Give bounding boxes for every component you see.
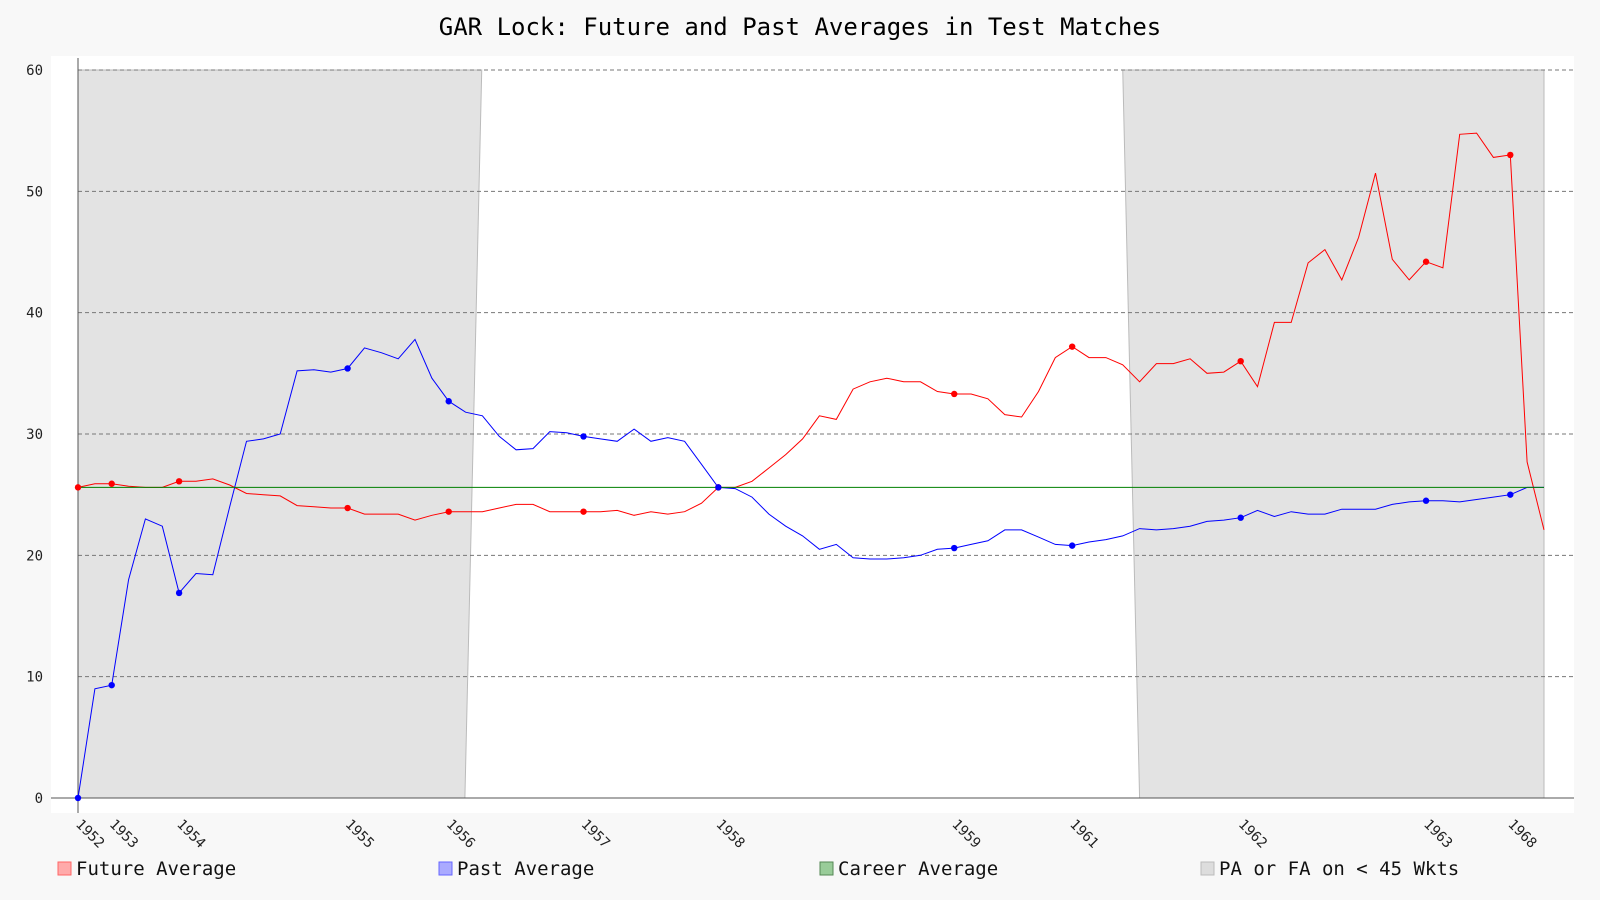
x-tick-label: 1956 xyxy=(443,817,478,852)
x-tick-label: 1959 xyxy=(948,817,983,852)
y-tick-label: 0 xyxy=(35,791,43,807)
x-tick-label: 1961 xyxy=(1066,817,1101,852)
x-tick-label: 1952 xyxy=(72,817,107,852)
legend: Future Average Past Average Career Average… xyxy=(57,858,1459,880)
y-tick-label: 40 xyxy=(26,306,43,322)
y-tick-label: 20 xyxy=(26,548,43,564)
past-average-marker xyxy=(344,365,351,372)
legend-swatch-pa-or-fa-on-45-wkts xyxy=(1200,861,1215,876)
past-average-marker xyxy=(175,589,183,597)
x-tick-label: 1962 xyxy=(1235,817,1270,852)
gridlines xyxy=(78,69,1574,678)
future-average-marker xyxy=(1068,343,1076,350)
chart-title: GAR Lock: Future and Past Averages in Te… xyxy=(439,13,1161,41)
future-average-marker xyxy=(1237,358,1244,365)
legend-swatch-future-average xyxy=(57,861,72,876)
x-tick-label: 1957 xyxy=(578,817,613,852)
series-markers xyxy=(74,151,1514,802)
future-average-marker xyxy=(175,478,183,485)
past-average-marker xyxy=(74,794,82,802)
y-tick-label: 50 xyxy=(26,184,43,200)
x-tick-label: 1954 xyxy=(173,817,208,852)
y-tick-labels: 0 10 20 30 40 50 60 xyxy=(26,63,43,807)
y-tick-label: 60 xyxy=(26,63,43,79)
past-average-line xyxy=(77,338,1544,799)
x-tick-label: 1958 xyxy=(712,817,747,852)
past-average-marker xyxy=(951,544,958,552)
y-tick-label: 10 xyxy=(26,670,43,686)
x-tick-label: 1963 xyxy=(1420,817,1455,852)
future-average-marker xyxy=(951,390,958,398)
past-average-marker xyxy=(580,433,587,440)
y-tick-label: 30 xyxy=(26,427,43,443)
future-average-marker xyxy=(445,508,452,515)
series-lines xyxy=(77,132,1545,799)
future-average-marker xyxy=(580,508,587,515)
axes xyxy=(51,58,1574,813)
past-average-marker xyxy=(1237,514,1244,521)
legend-label-pa-or-fa-on-45-wkts: PA or FA on < 45 Wkts xyxy=(1219,858,1459,880)
past-average-marker xyxy=(1422,497,1430,504)
x-tick-label: 1968 xyxy=(1504,817,1539,852)
legend-label-past-average: Past Average xyxy=(457,858,594,880)
past-average-marker xyxy=(108,681,115,689)
future-average-line xyxy=(77,132,1545,531)
future-average-marker xyxy=(74,484,82,491)
legend-swatch-past-average xyxy=(438,861,453,876)
past-average-marker xyxy=(1068,542,1076,549)
past-average-marker xyxy=(445,398,452,405)
legend-label-career-average: Career Average xyxy=(838,858,998,880)
legend-swatch-career-average xyxy=(819,861,834,876)
past-average-marker xyxy=(715,484,722,491)
past-average-marker xyxy=(1507,491,1514,498)
legend-label-future-average: Future Average xyxy=(76,858,236,880)
x-tick-label: 1955 xyxy=(342,817,377,852)
future-average-marker xyxy=(344,504,351,512)
future-average-marker xyxy=(108,480,115,487)
future-average-marker xyxy=(1507,151,1514,159)
x-tick-label: 1953 xyxy=(106,817,141,852)
future-average-marker xyxy=(1422,258,1430,265)
